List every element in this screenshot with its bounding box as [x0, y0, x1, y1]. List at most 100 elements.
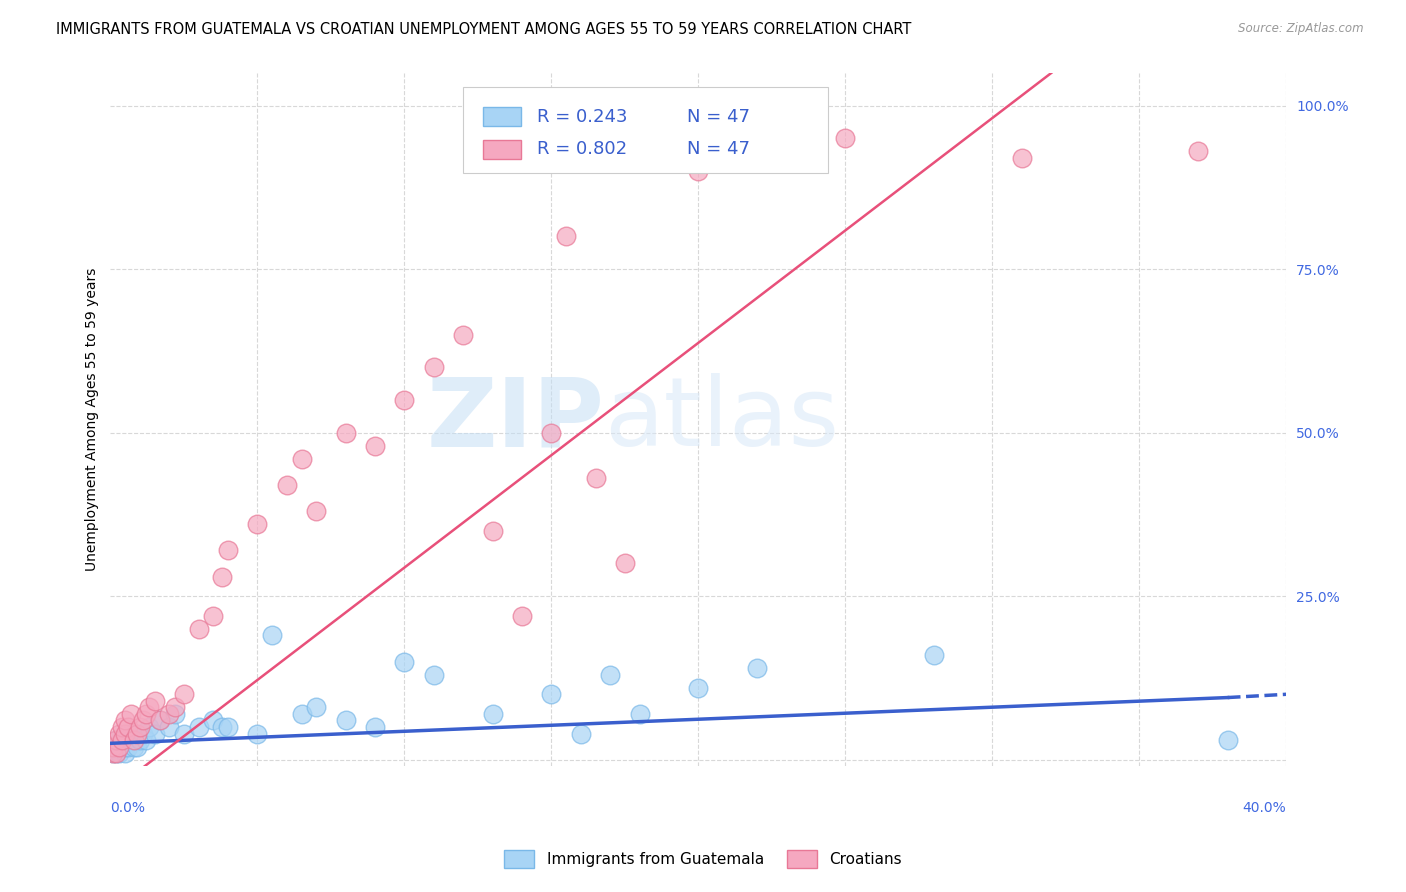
- Point: [305, 504, 328, 518]
- FancyBboxPatch shape: [484, 107, 520, 127]
- Point: [290, 451, 312, 466]
- Point: [211, 569, 233, 583]
- FancyBboxPatch shape: [484, 139, 520, 159]
- Point: [135, 733, 157, 747]
- Point: [481, 706, 503, 721]
- Point: [335, 714, 357, 728]
- Point: [1216, 733, 1239, 747]
- Point: [599, 667, 621, 681]
- Point: [122, 733, 145, 747]
- Point: [555, 229, 578, 244]
- Point: [276, 478, 298, 492]
- Point: [613, 557, 636, 571]
- Point: [540, 687, 562, 701]
- Point: [117, 733, 139, 747]
- Text: R = 0.802: R = 0.802: [537, 140, 627, 158]
- Point: [157, 720, 180, 734]
- Point: [423, 667, 446, 681]
- Point: [922, 648, 945, 662]
- FancyBboxPatch shape: [463, 87, 828, 174]
- Point: [202, 714, 225, 728]
- Point: [540, 425, 562, 440]
- Point: [117, 720, 139, 734]
- Point: [149, 714, 172, 728]
- Point: [120, 733, 142, 747]
- Point: [149, 714, 172, 728]
- Point: [165, 706, 187, 721]
- Point: [217, 543, 239, 558]
- Point: [451, 327, 474, 342]
- Point: [111, 733, 134, 747]
- Point: [114, 726, 136, 740]
- Point: [103, 739, 125, 754]
- Point: [111, 720, 134, 734]
- Point: [125, 739, 148, 754]
- Point: [335, 425, 357, 440]
- Point: [132, 714, 155, 728]
- Point: [114, 714, 136, 728]
- Point: [202, 608, 225, 623]
- Text: R = 0.243: R = 0.243: [537, 108, 628, 126]
- Point: [364, 720, 387, 734]
- Point: [305, 700, 328, 714]
- Point: [122, 739, 145, 754]
- Point: [108, 726, 131, 740]
- Point: [103, 746, 125, 760]
- Point: [122, 733, 145, 747]
- Point: [114, 739, 136, 754]
- Point: [157, 706, 180, 721]
- Point: [105, 746, 128, 760]
- Point: [117, 739, 139, 754]
- Point: [262, 628, 284, 642]
- Text: 0.0%: 0.0%: [111, 801, 145, 815]
- Point: [105, 733, 128, 747]
- Point: [187, 720, 209, 734]
- Point: [394, 655, 416, 669]
- Point: [108, 739, 131, 754]
- Point: [135, 706, 157, 721]
- Legend: Immigrants from Guatemala, Croatians: Immigrants from Guatemala, Croatians: [498, 844, 908, 873]
- Point: [138, 720, 160, 734]
- Point: [747, 661, 769, 675]
- Text: Source: ZipAtlas.com: Source: ZipAtlas.com: [1239, 22, 1364, 36]
- Point: [111, 733, 134, 747]
- Point: [423, 360, 446, 375]
- Point: [108, 746, 131, 760]
- Point: [290, 706, 312, 721]
- Point: [688, 164, 710, 178]
- Text: atlas: atlas: [605, 373, 839, 467]
- Point: [246, 726, 269, 740]
- Point: [165, 700, 187, 714]
- Point: [111, 739, 134, 754]
- Point: [105, 733, 128, 747]
- Point: [128, 733, 150, 747]
- Point: [217, 720, 239, 734]
- Y-axis label: Unemployment Among Ages 55 to 59 years: Unemployment Among Ages 55 to 59 years: [86, 268, 100, 571]
- Point: [143, 694, 166, 708]
- Point: [108, 739, 131, 754]
- Point: [394, 392, 416, 407]
- Text: 40.0%: 40.0%: [1243, 801, 1286, 815]
- Point: [128, 720, 150, 734]
- Point: [569, 726, 592, 740]
- Point: [747, 145, 769, 159]
- Point: [834, 131, 856, 145]
- Point: [688, 681, 710, 695]
- Point: [138, 700, 160, 714]
- Point: [1011, 151, 1033, 165]
- Point: [125, 726, 148, 740]
- Point: [585, 471, 607, 485]
- Text: ZIP: ZIP: [426, 373, 605, 467]
- Point: [1187, 145, 1209, 159]
- Point: [211, 720, 233, 734]
- Point: [173, 687, 195, 701]
- Point: [246, 517, 269, 532]
- Point: [510, 608, 533, 623]
- Point: [143, 726, 166, 740]
- Point: [364, 439, 387, 453]
- Point: [120, 726, 142, 740]
- Point: [481, 524, 503, 538]
- Point: [173, 726, 195, 740]
- Point: [132, 726, 155, 740]
- Point: [114, 746, 136, 760]
